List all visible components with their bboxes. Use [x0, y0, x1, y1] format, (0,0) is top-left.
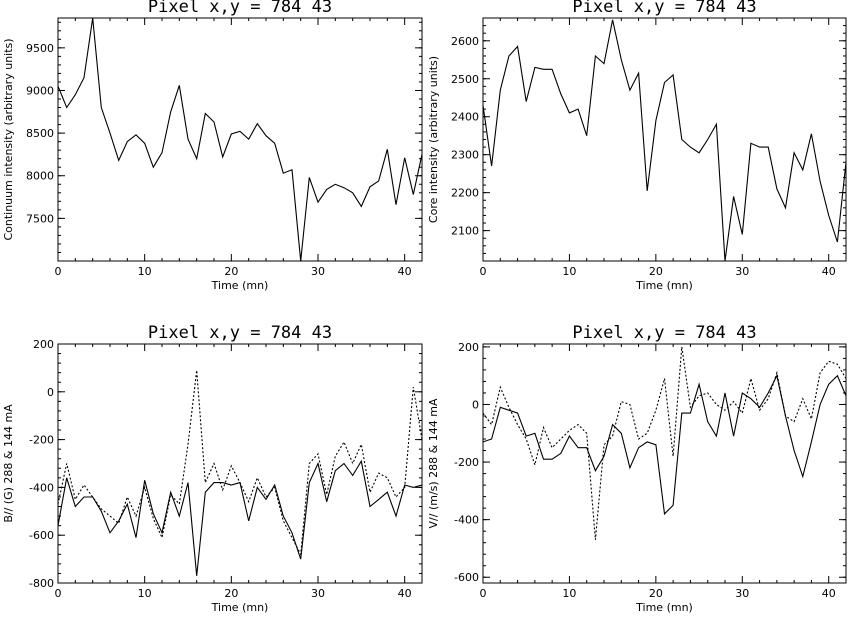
y-tick-label: -600: [454, 571, 479, 584]
plot-frame: [482, 343, 847, 584]
x-axis-label: Time (mn): [635, 601, 693, 614]
y-tick-label: 0: [47, 386, 54, 399]
y-tick-label: -200: [29, 434, 54, 447]
y-tick-label: 2400: [451, 111, 479, 124]
x-tick-label: 40: [822, 587, 836, 600]
x-tick-label: 40: [822, 265, 836, 278]
y-tick-label: 200: [458, 341, 479, 354]
y-axis-label: Continuum intensity (arbitrary units): [2, 38, 15, 240]
y-tick-label: 8000: [26, 170, 54, 183]
x-tick-label: 30: [735, 587, 749, 600]
y-tick-label: 2600: [451, 35, 479, 48]
x-axis-label: Time (mn): [211, 279, 269, 292]
x-tick-label: 0: [480, 265, 487, 278]
series-line-solid: [483, 19, 846, 261]
x-tick-label: 30: [311, 587, 325, 600]
x-tick-label: 0: [55, 265, 62, 278]
chart-panel-1: Pixel x,y = 784 43 0 10 20 30 40 7500 8000 8500 9…: [2, 0, 423, 292]
x-tick-label: 40: [398, 265, 412, 278]
y-tick-label: 2300: [451, 149, 479, 162]
x-tick-label: 0: [55, 587, 62, 600]
plot-frame: [57, 343, 423, 584]
y-tick-label: 2200: [451, 187, 479, 200]
x-axis-label: Time (mn): [211, 601, 269, 614]
plot-frame: [57, 17, 423, 262]
y-axis-label: V// (m/s) 288 & 144 mA: [427, 398, 440, 528]
y-axis-label: B// (G) 288 & 144 mA: [2, 404, 15, 523]
chart-title: Pixel x,y = 784 43: [148, 323, 332, 343]
x-tick-label: 20: [649, 265, 663, 278]
x-tick-label: 20: [224, 587, 238, 600]
chart-panel-2: Pixel x,y = 784 43 0 10 20 30 40 2100 2200 2300 2…: [427, 0, 847, 292]
chart-panel-4: Pixel x,y = 784 43 0 10 20 30 40 -600 -400 -200 0…: [427, 323, 847, 614]
chart-title: Pixel x,y = 784 43: [572, 0, 756, 17]
x-tick-label: 20: [224, 265, 238, 278]
y-tick-label: -800: [29, 577, 54, 590]
y-tick-label: 0: [472, 398, 479, 411]
chart-panel-3: Pixel x,y = 784 43 0 10 20 30 40 -800 -600 -400 -…: [2, 323, 423, 614]
plot-frame: [482, 17, 847, 262]
x-tick-label: 40: [398, 587, 412, 600]
x-tick-label: 10: [562, 265, 576, 278]
y-tick-label: 200: [33, 338, 54, 351]
chart-title: Pixel x,y = 784 43: [572, 323, 756, 343]
chart-title: Pixel x,y = 784 43: [148, 0, 332, 17]
y-axis-label: Core intensity (arbitrary units): [427, 56, 440, 223]
y-tick-label: -200: [454, 456, 479, 469]
y-tick-label: 2500: [451, 73, 479, 86]
x-tick-label: 10: [138, 265, 152, 278]
y-tick-label: 9500: [26, 42, 54, 55]
x-tick-label: 10: [138, 587, 152, 600]
x-axis-label: Time (mn): [635, 279, 693, 292]
series-line-solid: [483, 374, 846, 516]
y-tick-label: 2100: [451, 225, 479, 238]
x-tick-label: 10: [562, 587, 576, 600]
y-tick-label: -400: [454, 514, 479, 527]
series-line-solid: [58, 18, 422, 261]
series-line-dashed: [58, 370, 422, 557]
x-tick-label: 30: [735, 265, 749, 278]
y-tick-label: 7500: [26, 212, 54, 225]
x-tick-label: 20: [649, 587, 663, 600]
y-tick-label: 8500: [26, 127, 54, 140]
y-tick-label: -600: [29, 529, 54, 542]
x-tick-label: 0: [480, 587, 487, 600]
x-tick-label: 30: [311, 265, 325, 278]
y-tick-label: -400: [29, 481, 54, 494]
series-line-dashed: [483, 346, 846, 540]
y-tick-label: 9000: [26, 84, 54, 97]
